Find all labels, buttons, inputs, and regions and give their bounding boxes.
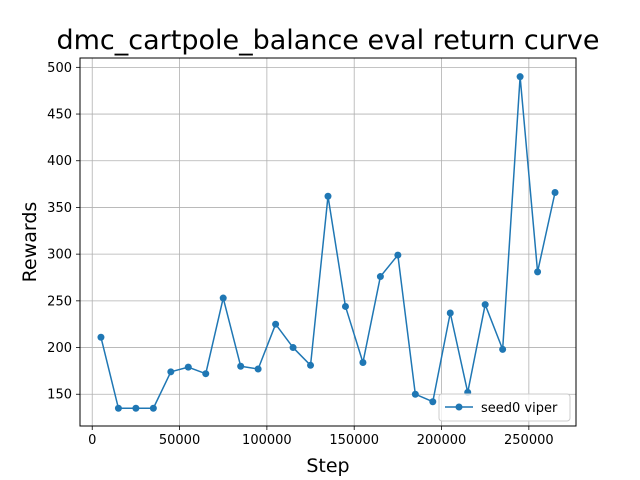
data-point — [341, 302, 349, 310]
data-point — [429, 398, 437, 406]
y-tick-label: 250 — [47, 294, 72, 309]
data-point — [167, 368, 175, 376]
y-tick-label: 400 — [47, 154, 72, 169]
x-axis-ticks: 0 50000 100000 150000 200000 250000 — [88, 426, 554, 448]
data-point — [376, 273, 384, 281]
x-axis-label: Step — [306, 455, 349, 477]
legend-entry-label: seed0 viper — [481, 401, 558, 416]
data-point — [289, 344, 297, 352]
x-tick-label: 50000 — [159, 433, 200, 448]
chart-title: dmc_cartpole_balance eval return curve — [56, 25, 599, 56]
data-point — [237, 362, 245, 370]
y-tick-label: 350 — [47, 201, 72, 216]
series-layer — [97, 73, 559, 412]
legend-marker-sample — [455, 403, 463, 411]
data-point — [534, 268, 542, 276]
legend-box — [438, 393, 571, 422]
x-tick-label: 150000 — [329, 433, 379, 448]
x-tick-label: 200000 — [417, 433, 467, 448]
y-tick-label: 300 — [47, 248, 72, 263]
plot-frame — [79, 57, 577, 427]
data-point — [411, 390, 419, 398]
data-point — [307, 361, 315, 369]
data-point — [551, 188, 559, 196]
data-point — [254, 365, 262, 373]
data-point — [359, 358, 367, 366]
x-tick-label: 100000 — [242, 433, 292, 448]
data-point — [132, 404, 140, 412]
x-tick-label: 0 — [88, 433, 96, 448]
data-point — [516, 73, 524, 81]
y-tick-label: 150 — [47, 388, 72, 403]
y-axis-label: Rewards — [19, 202, 41, 283]
data-point — [219, 294, 227, 302]
y-axis-ticks: 150 200 250 300 350 400 450 500 — [47, 61, 80, 403]
data-point — [499, 345, 507, 353]
x-tick-label: 250000 — [504, 433, 554, 448]
y-tick-label: 200 — [47, 341, 72, 356]
y-tick-label: 500 — [47, 61, 72, 76]
legend: seed0 viper — [438, 393, 571, 422]
data-point — [97, 333, 105, 341]
data-point — [184, 363, 192, 371]
data-point — [202, 370, 210, 378]
y-tick-label: 450 — [47, 108, 72, 123]
data-point — [149, 404, 157, 412]
grid — [80, 58, 576, 426]
data-point — [446, 309, 454, 317]
data-point — [324, 192, 332, 200]
data-point — [481, 301, 489, 309]
data-point — [394, 251, 402, 259]
data-point — [114, 404, 122, 412]
data-point — [272, 320, 280, 328]
